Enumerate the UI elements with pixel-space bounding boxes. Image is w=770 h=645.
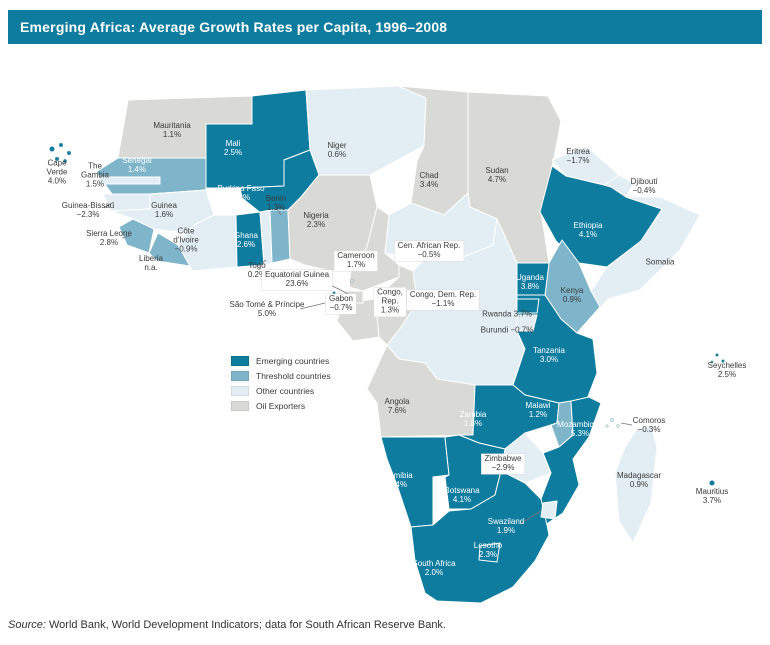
country-shape-madagascar <box>614 424 658 544</box>
legend-swatch-other <box>231 386 249 396</box>
island-dot <box>62 158 68 164</box>
leader-line <box>620 422 633 426</box>
leader-line <box>103 201 115 209</box>
leader-line <box>276 208 282 216</box>
island-dot <box>605 424 609 428</box>
legend-label: Threshold countries <box>256 371 331 381</box>
country-shape-senegal <box>95 157 207 195</box>
title-bar: Emerging Africa: Average Growth Rates pe… <box>8 10 762 44</box>
country-shape-burundi <box>516 314 538 332</box>
legend-label: Emerging countries <box>256 356 330 366</box>
country-shape-somalia <box>590 196 701 313</box>
country-shape-benin <box>269 209 291 264</box>
island-dot <box>66 150 72 156</box>
country-shape-swaziland <box>540 500 558 520</box>
island-dot <box>721 359 725 363</box>
country-shape-gabon <box>336 298 380 342</box>
leader-line <box>299 302 326 310</box>
country-shape-south-africa <box>410 470 550 604</box>
legend-item-oil: Oil Exporters <box>231 401 331 411</box>
source-prefix: Source: <box>8 619 46 631</box>
island-dot <box>54 156 60 162</box>
country-shape-sierra-leone <box>118 218 155 254</box>
island-dot <box>49 146 55 152</box>
country-shape-gambia <box>99 176 161 185</box>
island-dot <box>332 291 336 295</box>
legend-swatch-threshold <box>231 371 249 381</box>
source-note: Source: World Bank, World Development In… <box>8 619 446 631</box>
country-shape-uganda <box>516 262 550 296</box>
country-shape-niger <box>305 85 427 176</box>
leader-line <box>519 510 542 525</box>
legend-label: Other countries <box>256 386 315 396</box>
country-shape-rwanda <box>516 298 540 314</box>
island-dot <box>58 142 64 148</box>
island-dot <box>709 480 715 486</box>
country-shape-equatorial-guinea <box>344 290 364 304</box>
island-dot <box>349 278 355 284</box>
legend-item-other: Other countries <box>231 386 331 396</box>
country-shape-lesotho <box>478 542 501 563</box>
legend-swatch-oil <box>231 401 249 411</box>
leader-line <box>121 235 131 239</box>
country-shape-guinea-bissau <box>102 193 151 212</box>
legend-swatch-emerging <box>231 356 249 366</box>
island-dot <box>609 417 615 423</box>
legend: Emerging countries Threshold countries Oth… <box>231 356 331 416</box>
country-shape-namibia <box>380 436 450 528</box>
leader-line <box>257 259 267 267</box>
island-dot <box>616 424 620 428</box>
island-dot <box>715 353 719 357</box>
source-text: World Bank, World Development Indicators… <box>45 619 446 631</box>
legend-label: Oil Exporters <box>256 401 306 411</box>
figure-title: Emerging Africa: Average Growth Rates pe… <box>20 19 448 35</box>
island-dot <box>326 299 332 305</box>
legend-item-threshold: Threshold countries <box>231 371 331 381</box>
country-shape-ghana <box>235 211 265 268</box>
island-dot <box>710 360 714 364</box>
legend-item-emerging: Emerging countries <box>231 356 331 366</box>
